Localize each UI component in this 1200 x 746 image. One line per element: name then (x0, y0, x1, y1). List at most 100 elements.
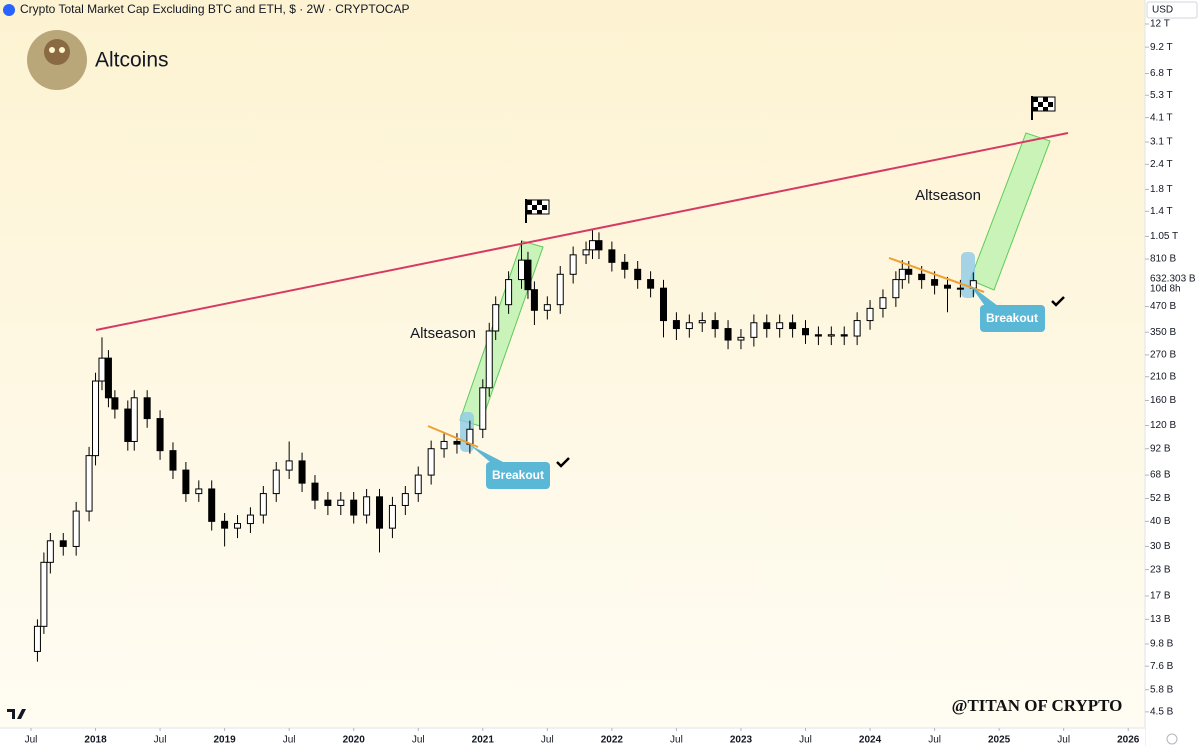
checkmark (556, 457, 570, 468)
watermark: @TITAN OF CRYPTO (952, 696, 1123, 715)
finish-flag (1031, 96, 1056, 120)
x-tick-label: 2021 (472, 735, 495, 746)
candle-body (221, 520, 229, 529)
x-tick-label: 2024 (859, 735, 882, 746)
y-tick-label: 160 B (1150, 395, 1176, 406)
candle-body (72, 510, 80, 547)
x-tick-label: Jul (670, 735, 683, 746)
candle-body (59, 540, 67, 547)
y-tick-label: 68 B (1150, 470, 1171, 481)
x-tick-label: 2020 (343, 735, 366, 746)
candle-body (85, 455, 93, 512)
candle-body (892, 279, 900, 299)
candle-body (208, 488, 216, 522)
annotation-text: Altseason (915, 187, 981, 204)
candle-body (92, 380, 100, 457)
y-tick-label: 120 B (1150, 420, 1176, 431)
y-tick-label: 40 B (1150, 516, 1171, 527)
candle-body (763, 322, 771, 330)
author-name: Altcoins (95, 49, 169, 72)
currency-label[interactable]: USD (1152, 5, 1173, 16)
candle-body (156, 418, 164, 452)
y-tick-label: 1.05 T (1150, 231, 1178, 242)
x-tick-label: Jul (154, 735, 167, 746)
candle-body (182, 469, 190, 495)
time-axis-panel (0, 728, 1145, 746)
callout-box (486, 462, 550, 489)
annotations-front: Altseason Breakout Altseason Breakout (95, 96, 1069, 489)
candle-body (943, 284, 951, 289)
candle-body (298, 460, 306, 484)
y-tick-label: 3.1 T (1150, 137, 1173, 148)
candle-body (524, 259, 532, 291)
candle-body (595, 240, 603, 251)
y-tick-label: 12 T (1150, 19, 1170, 30)
candle-body (479, 387, 487, 430)
x-tick-label: Jul (799, 735, 812, 746)
candle-body (660, 287, 668, 322)
candle-body (672, 320, 680, 330)
y-tick-label: 5.8 B (1150, 684, 1174, 695)
y-tick-label: 4.5 B (1150, 707, 1174, 718)
y-tick-label: 23 B (1150, 564, 1171, 575)
candle-body (737, 336, 745, 341)
y-tick-label: 2.4 T (1150, 159, 1173, 170)
callout-pointer (970, 285, 998, 306)
candle-body (724, 328, 732, 341)
candle-body (143, 397, 151, 420)
candle-body (827, 334, 835, 337)
breakout-trendline (888, 257, 985, 293)
candle-body (440, 440, 448, 450)
candle-body (634, 268, 642, 281)
candle-body (285, 460, 293, 471)
candle-body (46, 540, 54, 563)
y-tick-label: 210 B (1150, 371, 1176, 382)
callout-pointer (470, 445, 503, 462)
candle-body (621, 261, 629, 270)
price-axis-panel (1145, 0, 1200, 746)
avatar-eye (49, 47, 55, 53)
y-tick-label: 6.8 T (1150, 68, 1173, 79)
x-tick-label: 2018 (84, 735, 107, 746)
countdown-label: 10d 8h (1150, 283, 1181, 294)
candle-body (931, 279, 939, 286)
candle-body (866, 307, 874, 322)
candle-body (956, 287, 964, 290)
candles (33, 228, 977, 662)
y-tick-label: 350 B (1150, 327, 1176, 338)
y-tick-label: 52 B (1150, 493, 1171, 504)
candle-body (647, 279, 655, 289)
candle-body (918, 273, 926, 281)
auto-scale-button[interactable] (1166, 733, 1178, 745)
checkmark (1051, 296, 1065, 307)
candle-body (518, 259, 526, 281)
symbol-title: Crypto Total Market Cap Excluding BTC an… (20, 2, 409, 16)
y-tick-label: 7.6 B (1150, 661, 1174, 672)
y-tick-label: 5.3 T (1150, 90, 1173, 101)
y-tick-label: 17 B (1150, 591, 1171, 602)
candle-body (814, 334, 822, 337)
candle-body (246, 514, 254, 525)
x-tick-label: 2022 (601, 735, 624, 746)
y-tick-label: 1.8 T (1150, 184, 1173, 195)
annotation-text: Altseason (410, 325, 476, 342)
candle-body (324, 499, 332, 506)
x-tick-label: 2019 (213, 735, 236, 746)
avatar-eye (59, 47, 65, 53)
y-tick-label: 270 B (1150, 349, 1176, 360)
currency-selector[interactable] (1146, 1, 1198, 19)
candle-body (124, 408, 132, 442)
candle-body (505, 279, 513, 306)
candle-body (879, 297, 887, 309)
avatar-face (44, 39, 70, 65)
callout-box (980, 305, 1045, 332)
candle-body (111, 397, 119, 410)
x-tick-label: Jul (283, 735, 296, 746)
candle-body (698, 320, 706, 324)
candle-body (169, 450, 177, 471)
y-tick-label: 1.4 T (1150, 206, 1173, 217)
candle-body (543, 304, 551, 311)
candle-body (853, 320, 861, 337)
y-tick-label: 13 B (1150, 614, 1171, 625)
